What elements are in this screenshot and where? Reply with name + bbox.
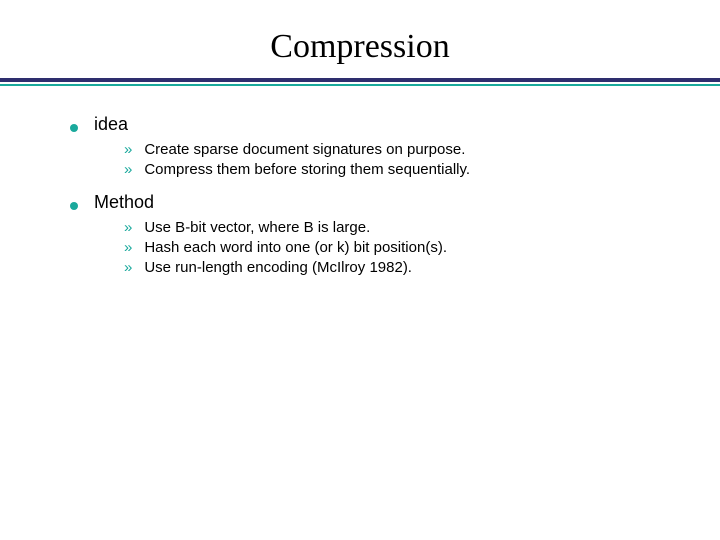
bullet-level2: » Use B-bit vector, where B is large. bbox=[124, 219, 672, 236]
bullet-level2-text: Compress them before storing them sequen… bbox=[144, 161, 470, 178]
slide-body: idea » Create sparse document signatures… bbox=[0, 86, 720, 276]
slide-title: Compression bbox=[0, 28, 720, 66]
bullet-level2-text: Create sparse document signatures on pur… bbox=[144, 141, 465, 158]
bullet-level2-text: Use run-length encoding (McIlroy 1982). bbox=[144, 259, 412, 276]
bullet-level2: » Hash each word into one (or k) bit pos… bbox=[124, 239, 672, 256]
raquo-icon: » bbox=[124, 239, 132, 256]
slide: Compression idea » Create sparse documen… bbox=[0, 28, 720, 540]
bullet-dot-icon bbox=[70, 202, 78, 210]
bullet-dot-icon bbox=[70, 124, 78, 132]
bullet-level2: » Compress them before storing them sequ… bbox=[124, 161, 672, 178]
raquo-icon: » bbox=[124, 259, 132, 276]
sublist: » Create sparse document signatures on p… bbox=[124, 141, 672, 178]
bullet-level2-text: Hash each word into one (or k) bit posit… bbox=[144, 239, 447, 256]
bullet-level1-text: Method bbox=[94, 192, 154, 213]
sublist: » Use B-bit vector, where B is large. » … bbox=[124, 219, 672, 276]
raquo-icon: » bbox=[124, 141, 132, 158]
raquo-icon: » bbox=[124, 219, 132, 236]
raquo-icon: » bbox=[124, 161, 132, 178]
bullet-level2: » Use run-length encoding (McIlroy 1982)… bbox=[124, 259, 672, 276]
bullet-level1: idea bbox=[70, 114, 672, 135]
title-rule-group bbox=[0, 78, 720, 86]
bullet-level2: » Create sparse document signatures on p… bbox=[124, 141, 672, 158]
bullet-level1-text: idea bbox=[94, 114, 128, 135]
bullet-level2-text: Use B-bit vector, where B is large. bbox=[144, 219, 370, 236]
bullet-level1: Method bbox=[70, 192, 672, 213]
